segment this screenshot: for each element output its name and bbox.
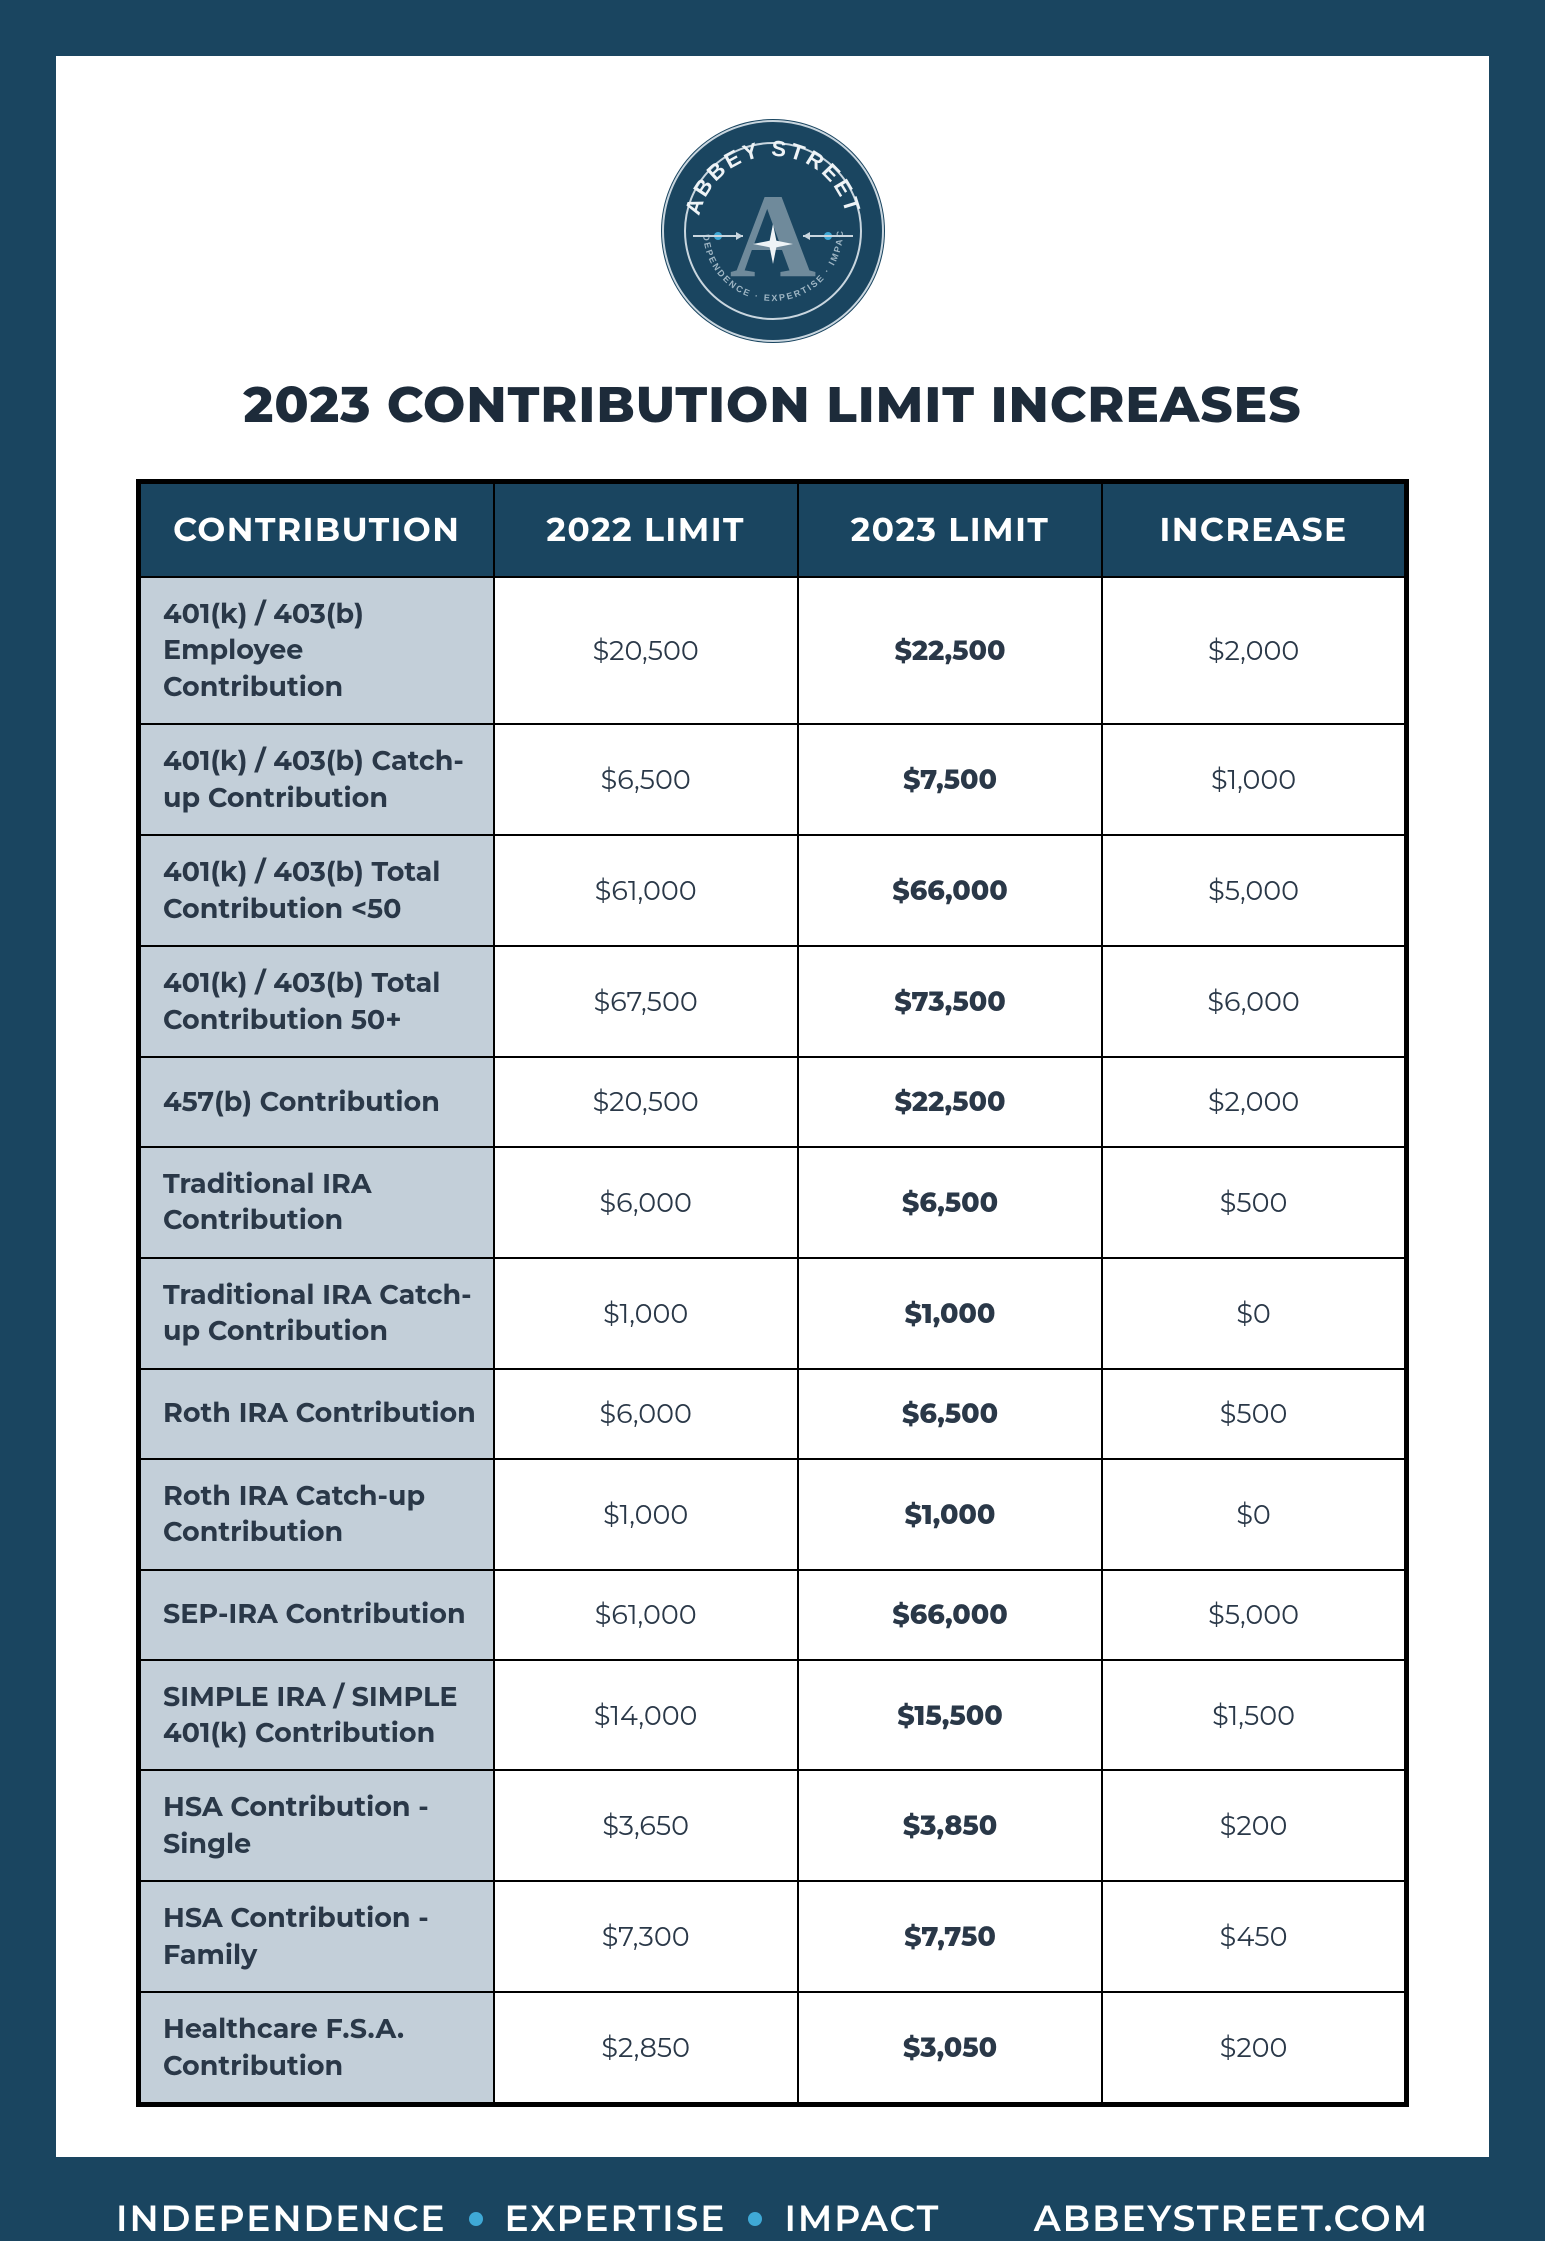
table-row: 457(b) Contribution$20,500$22,500$2,000 <box>139 1057 1407 1147</box>
col-header-2023: 2023 LIMIT <box>798 482 1102 578</box>
row-2022-limit: $67,500 <box>494 946 798 1057</box>
page-footer: INDEPENDENCE EXPERTISE IMPACT ABBEYSTREE… <box>56 2157 1489 2241</box>
row-2022-limit: $6,000 <box>494 1369 798 1459</box>
row-2022-limit: $6,500 <box>494 724 798 835</box>
abbey-street-logo: ABBEY STREET INDEPENDENCE · EXPERTISE · … <box>658 116 888 346</box>
table-row: HSA Contribution - Single$3,650$3,850$20… <box>139 1770 1407 1881</box>
table-row: SIMPLE IRA / SIMPLE 401(k) Contribution$… <box>139 1660 1407 1771</box>
row-label: HSA Contribution - Family <box>139 1881 494 1992</box>
row-2023-limit: $1,000 <box>798 1258 1102 1369</box>
row-increase: $5,000 <box>1102 1570 1406 1660</box>
row-2022-limit: $14,000 <box>494 1660 798 1771</box>
contribution-limits-table: CONTRIBUTION 2022 LIMIT 2023 LIMIT INCRE… <box>136 479 1409 2107</box>
row-2023-limit: $6,500 <box>798 1147 1102 1258</box>
row-increase: $2,000 <box>1102 1057 1406 1147</box>
row-label: Roth IRA Catch-up Contribution <box>139 1459 494 1570</box>
table-row: Traditional IRA Contribution$6,000$6,500… <box>139 1147 1407 1258</box>
row-label: Traditional IRA Contribution <box>139 1147 494 1258</box>
row-2022-limit: $6,000 <box>494 1147 798 1258</box>
row-increase: $1,000 <box>1102 724 1406 835</box>
col-header-increase: INCREASE <box>1102 482 1406 578</box>
row-2023-limit: $22,500 <box>798 577 1102 724</box>
footer-dot-icon <box>748 2212 762 2226</box>
row-increase: $500 <box>1102 1369 1406 1459</box>
row-2022-limit: $7,300 <box>494 1881 798 1992</box>
row-2022-limit: $61,000 <box>494 835 798 946</box>
row-2023-limit: $66,000 <box>798 835 1102 946</box>
row-increase: $200 <box>1102 1992 1406 2104</box>
row-2023-limit: $7,500 <box>798 724 1102 835</box>
row-2023-limit: $15,500 <box>798 1660 1102 1771</box>
row-label: SEP-IRA Contribution <box>139 1570 494 1660</box>
row-2023-limit: $66,000 <box>798 1570 1102 1660</box>
footer-tag: INDEPENDENCE <box>116 2197 447 2241</box>
col-header-2022: 2022 LIMIT <box>494 482 798 578</box>
row-label: 401(k) / 403(b) Total Contribution 50+ <box>139 946 494 1057</box>
table-row: Healthcare F.S.A. Contribution$2,850$3,0… <box>139 1992 1407 2104</box>
row-2022-limit: $2,850 <box>494 1992 798 2104</box>
table-row: 401(k) / 403(b) Catch-up Contribution$6,… <box>139 724 1407 835</box>
footer-tag: IMPACT <box>784 2197 940 2241</box>
row-2023-limit: $1,000 <box>798 1459 1102 1570</box>
row-label: Healthcare F.S.A. Contribution <box>139 1992 494 2104</box>
page-card: ABBEY STREET INDEPENDENCE · EXPERTISE · … <box>56 56 1489 2157</box>
row-label: 401(k) / 403(b) Catch-up Contribution <box>139 724 494 835</box>
row-label: Roth IRA Contribution <box>139 1369 494 1459</box>
table-header-row: CONTRIBUTION 2022 LIMIT 2023 LIMIT INCRE… <box>139 482 1407 578</box>
logo-container: ABBEY STREET INDEPENDENCE · EXPERTISE · … <box>136 116 1409 346</box>
row-label: 401(k) / 403(b) Employee Contribution <box>139 577 494 724</box>
footer-tags: INDEPENDENCE EXPERTISE IMPACT <box>116 2197 940 2241</box>
row-increase: $5,000 <box>1102 835 1406 946</box>
row-increase: $1,500 <box>1102 1660 1406 1771</box>
row-increase: $0 <box>1102 1459 1406 1570</box>
row-label: SIMPLE IRA / SIMPLE 401(k) Contribution <box>139 1660 494 1771</box>
footer-url: ABBEYSTREET.COM <box>1034 2197 1429 2241</box>
row-2023-limit: $7,750 <box>798 1881 1102 1992</box>
table-row: Roth IRA Catch-up Contribution$1,000$1,0… <box>139 1459 1407 1570</box>
row-2022-limit: $20,500 <box>494 1057 798 1147</box>
table-row: 401(k) / 403(b) Total Contribution <50$6… <box>139 835 1407 946</box>
table-row: HSA Contribution - Family$7,300$7,750$45… <box>139 1881 1407 1992</box>
row-2023-limit: $3,850 <box>798 1770 1102 1881</box>
row-increase: $500 <box>1102 1147 1406 1258</box>
row-label: Traditional IRA Catch-up Contribution <box>139 1258 494 1369</box>
row-2023-limit: $22,500 <box>798 1057 1102 1147</box>
table-row: 401(k) / 403(b) Total Contribution 50+$6… <box>139 946 1407 1057</box>
table-row: 401(k) / 403(b) Employee Contribution$20… <box>139 577 1407 724</box>
page-title: 2023 CONTRIBUTION LIMIT INCREASES <box>136 374 1409 435</box>
row-increase: $2,000 <box>1102 577 1406 724</box>
row-label: 457(b) Contribution <box>139 1057 494 1147</box>
table-row: Traditional IRA Catch-up Contribution$1,… <box>139 1258 1407 1369</box>
footer-dot-icon <box>469 2212 483 2226</box>
row-2023-limit: $3,050 <box>798 1992 1102 2104</box>
table-row: SEP-IRA Contribution$61,000$66,000$5,000 <box>139 1570 1407 1660</box>
row-2023-limit: $73,500 <box>798 946 1102 1057</box>
row-2022-limit: $1,000 <box>494 1459 798 1570</box>
footer-tag: EXPERTISE <box>505 2197 727 2241</box>
row-2022-limit: $1,000 <box>494 1258 798 1369</box>
row-2022-limit: $20,500 <box>494 577 798 724</box>
row-increase: $0 <box>1102 1258 1406 1369</box>
table-row: Roth IRA Contribution$6,000$6,500$500 <box>139 1369 1407 1459</box>
row-label: 401(k) / 403(b) Total Contribution <50 <box>139 835 494 946</box>
row-increase: $200 <box>1102 1770 1406 1881</box>
row-2022-limit: $3,650 <box>494 1770 798 1881</box>
row-increase: $450 <box>1102 1881 1406 1992</box>
row-increase: $6,000 <box>1102 946 1406 1057</box>
row-2023-limit: $6,500 <box>798 1369 1102 1459</box>
row-label: HSA Contribution - Single <box>139 1770 494 1881</box>
row-2022-limit: $61,000 <box>494 1570 798 1660</box>
col-header-contribution: CONTRIBUTION <box>139 482 494 578</box>
